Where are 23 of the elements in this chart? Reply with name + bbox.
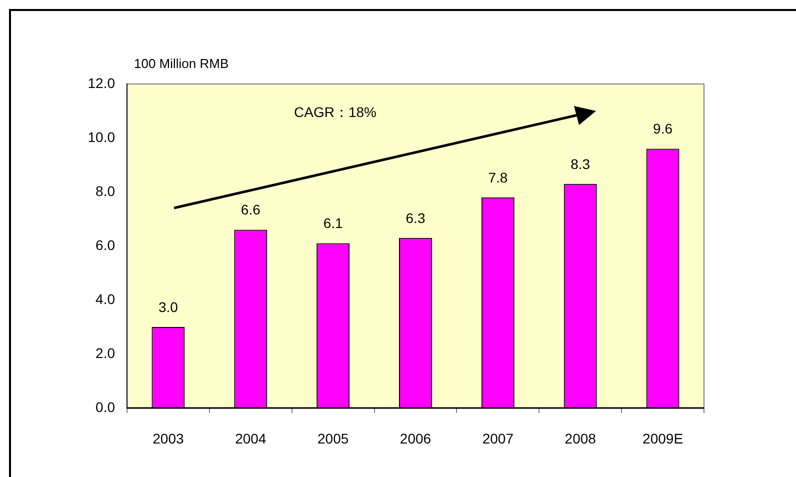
y-tick-label: 6.0	[96, 236, 116, 253]
y-tick-label: 2.0	[96, 344, 116, 361]
y-tick-label: 10.0	[88, 128, 116, 145]
y-tick-label: 12.0	[88, 74, 116, 91]
y-tick-label: 8.0	[96, 182, 116, 199]
annotation: CAGR：18%	[294, 104, 376, 122]
data-label: 7.8	[488, 169, 508, 186]
x-tick-label: 2005	[317, 430, 349, 446]
x-tick-label: 2003	[152, 430, 184, 446]
y-tick-label: 4.0	[96, 290, 116, 307]
x-tick-label: 2007	[482, 430, 514, 446]
data-label: 8.3	[570, 156, 590, 172]
x-tick-label: 2008	[564, 430, 596, 446]
y-axis-title: 100 Million RMB	[134, 56, 229, 71]
x-tick-label: 2009E	[642, 430, 684, 446]
x-tick-label: 2006	[400, 430, 432, 446]
data-label: 6.6	[240, 202, 261, 218]
data-label: 6.3	[406, 210, 426, 226]
y-tick-label: 0.0	[96, 398, 116, 415]
data-label: 6.1	[323, 215, 344, 232]
x-tick-label: 2004	[235, 430, 266, 446]
data-label: 3.0	[158, 298, 178, 315]
data-label: 9.6	[653, 120, 673, 137]
